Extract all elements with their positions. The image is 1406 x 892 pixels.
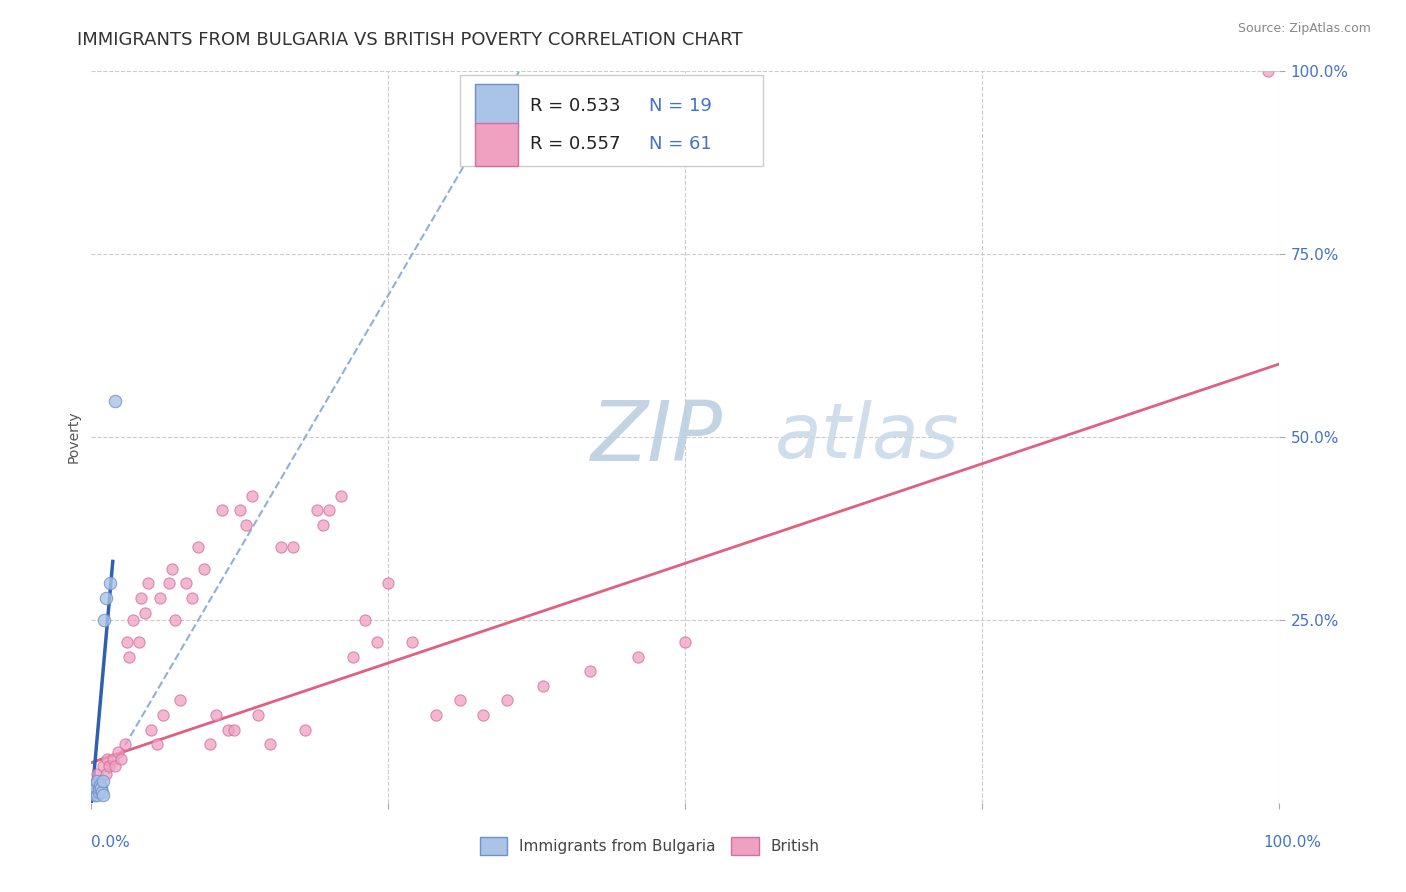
Point [86,766,108,780]
Point [149,591,172,605]
Point [531,679,554,693]
Point [169,693,191,707]
Point [84,785,107,799]
Point [96,752,118,766]
Point [259,737,281,751]
Point [86,773,108,788]
Point [496,693,519,707]
Text: ZIP: ZIP [591,397,723,477]
Point [91,785,114,799]
Legend: Immigrants from Bulgaria, British: Immigrants from Bulgaria, British [474,831,825,861]
Point [217,723,239,737]
Point [318,503,340,517]
Point [93,613,115,627]
Point [107,745,129,759]
Point [134,606,156,620]
Point [152,708,174,723]
Point [104,759,127,773]
Point [211,503,233,517]
Point [100,576,122,591]
Point [187,540,209,554]
Point [98,759,121,773]
FancyBboxPatch shape [460,75,762,167]
Point [90,781,112,796]
Point [181,591,204,605]
Point [82,781,104,796]
Point [246,708,269,723]
Y-axis label: Poverty: Poverty [66,411,80,463]
Point [366,635,388,649]
Point [329,489,352,503]
Point [84,781,107,796]
Point [342,649,364,664]
Point [94,766,117,780]
Point [90,773,112,788]
Point [122,613,145,627]
Point [89,778,111,792]
Point [87,785,110,799]
Point [86,789,108,803]
Point [229,503,252,517]
Point [101,752,124,766]
FancyBboxPatch shape [475,84,517,128]
Point [283,540,305,554]
Point [160,562,183,576]
Text: Source: ZipAtlas.com: Source: ZipAtlas.com [1237,22,1371,36]
Point [84,789,107,803]
Point [401,635,423,649]
Text: 0.0%: 0.0% [91,836,131,850]
Point [139,723,162,737]
Point [145,737,167,751]
Point [118,649,141,664]
Point [294,723,316,737]
Text: 100.0%: 100.0% [1264,836,1322,850]
Point [200,737,222,751]
Point [91,789,114,803]
Text: N = 61: N = 61 [648,136,711,153]
Point [312,517,335,532]
Point [205,708,228,723]
Point [307,503,329,517]
Point [449,693,471,707]
Point [83,785,105,799]
Text: atlas: atlas [775,401,959,474]
Point [104,393,127,408]
Point [87,781,110,796]
Point [114,737,136,751]
Point [91,759,114,773]
Point [472,708,495,723]
Text: R = 0.557: R = 0.557 [530,136,620,153]
Point [157,576,180,591]
Point [128,635,150,649]
Point [115,635,138,649]
Point [627,649,650,664]
Point [673,635,696,649]
Point [353,613,375,627]
Point [235,517,257,532]
Point [193,562,215,576]
Point [176,576,198,591]
Point [129,591,152,605]
Point [84,778,107,792]
Point [163,613,186,627]
FancyBboxPatch shape [475,123,517,166]
Point [222,723,245,737]
Text: IMMIGRANTS FROM BULGARIA VS BRITISH POVERTY CORRELATION CHART: IMMIGRANTS FROM BULGARIA VS BRITISH POVE… [77,31,742,49]
Point [110,752,132,766]
Point [91,773,114,788]
Text: R = 0.533: R = 0.533 [530,96,620,114]
Point [94,591,117,605]
Point [377,576,399,591]
Point [579,664,602,678]
Point [270,540,292,554]
Point [138,576,160,591]
Point [240,489,263,503]
Point [1257,64,1279,78]
Text: N = 19: N = 19 [648,96,711,114]
Point [425,708,447,723]
